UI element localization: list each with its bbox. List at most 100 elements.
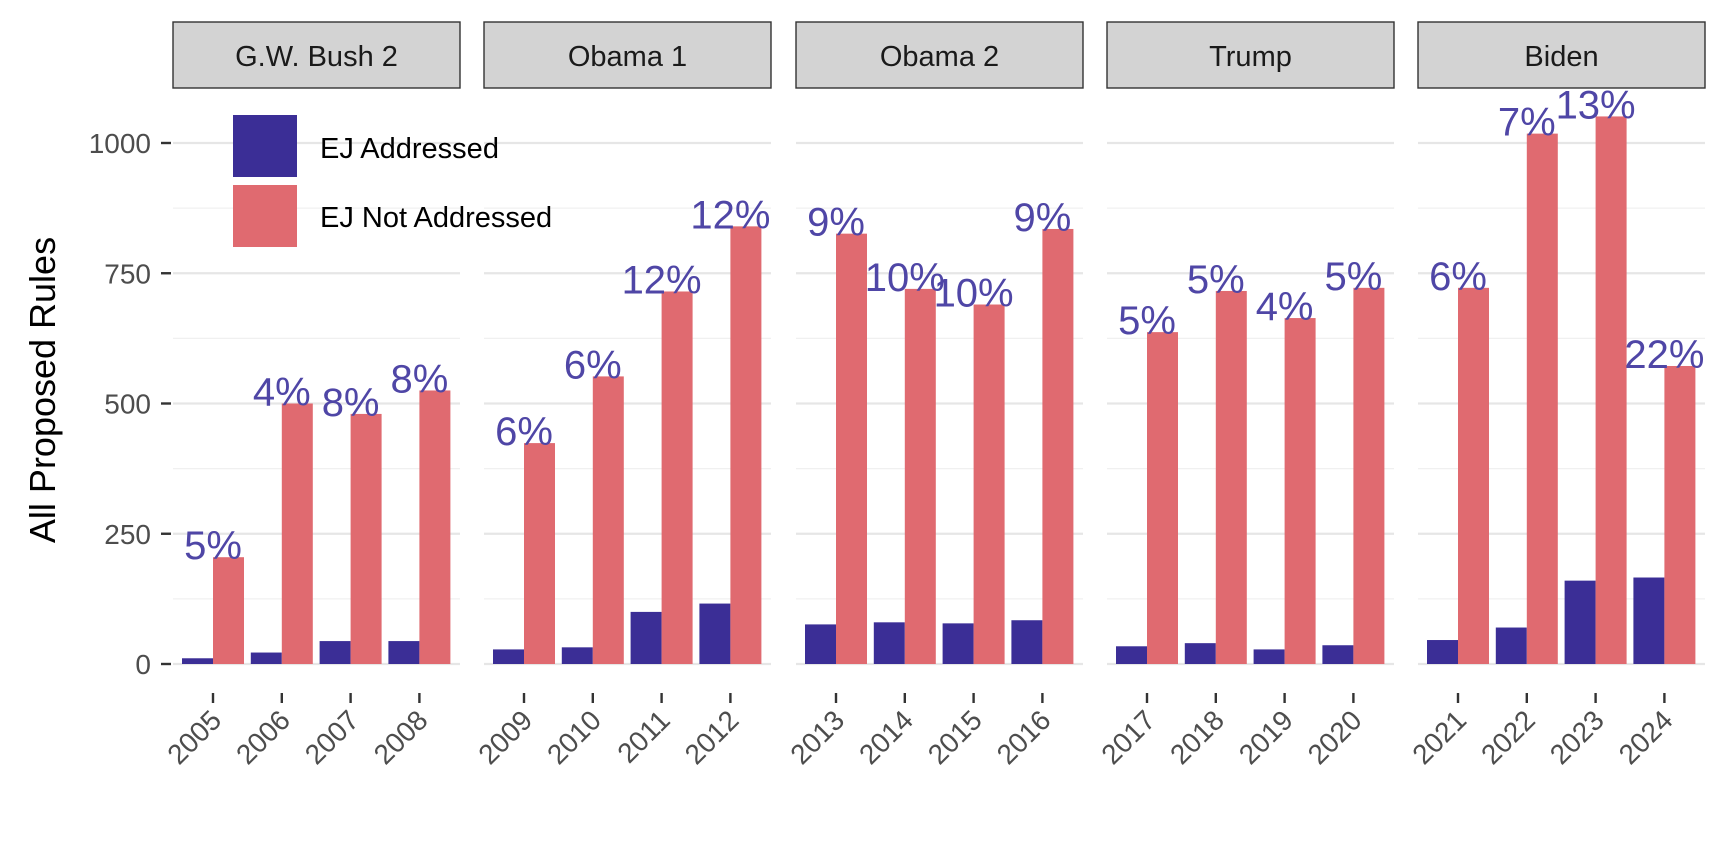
x-tick-label-2007: 2007 — [299, 704, 365, 770]
pct-label-2012: 12% — [690, 193, 770, 237]
bar-ej-addressed-2023 — [1564, 580, 1596, 664]
bar-ej-addressed-2018 — [1184, 643, 1216, 664]
bar-ej-addressed-2012 — [699, 603, 731, 664]
x-tick-label-2011: 2011 — [611, 704, 676, 769]
bar-ej-addressed-2021 — [1427, 640, 1458, 664]
pct-label-2022: 7% — [1498, 101, 1556, 145]
x-tick-label-2023: 2023 — [1544, 704, 1610, 770]
bar-ej-not-addressed-2010 — [592, 376, 624, 664]
x-tick-label-2010: 2010 — [541, 704, 607, 770]
x-tick-label-2018: 2018 — [1164, 704, 1230, 770]
x-tick-label-2005: 2005 — [161, 704, 227, 770]
bar-ej-not-addressed-2013 — [836, 233, 867, 665]
bar-ej-not-addressed-2017 — [1147, 332, 1178, 664]
bar-ej-not-addressed-2024 — [1664, 365, 1696, 664]
x-tick-label-2014: 2014 — [853, 704, 919, 770]
panel-g-w-bush-2: G.W. Bush 2 5% 2005 4% 2006 8% 2007 8% 2008 — [161, 21, 461, 770]
bar-ej-addressed-2019 — [1253, 649, 1285, 664]
pct-label-2021: 6% — [1429, 255, 1487, 299]
bar-ej-not-addressed-2009 — [524, 443, 555, 664]
bar-ej-not-addressed-2019 — [1284, 318, 1316, 664]
pct-label-2013: 9% — [807, 201, 865, 245]
x-tick-label-2006: 2006 — [230, 704, 296, 770]
legend-key-ej-not-addressed — [233, 185, 297, 247]
x-tick-label-2015: 2015 — [922, 704, 988, 770]
bar-ej-not-addressed-2023 — [1595, 116, 1627, 664]
y-tick-label-500: 500 — [104, 389, 151, 420]
x-tick-label-2008: 2008 — [368, 704, 434, 770]
y-axis: 0 250 500 750 1000 — [89, 128, 171, 680]
bar-ej-not-addressed-2006 — [281, 403, 313, 664]
bar-ej-addressed-2007 — [319, 641, 351, 664]
bar-ej-not-addressed-2016 — [1042, 228, 1074, 664]
pct-label-2020: 5% — [1324, 255, 1382, 299]
bar-ej-addressed-2015 — [942, 623, 974, 664]
facet-strip — [172, 21, 461, 89]
bar-ej-not-addressed-2018 — [1215, 290, 1247, 664]
bar-ej-addressed-2024 — [1633, 577, 1665, 664]
legend: EJ Addressed EJ Not Addressed — [233, 115, 552, 247]
y-tick-label-750: 750 — [104, 258, 151, 289]
panel-biden: Biden 6% 2021 7% 2022 13% 2023 22% 2024 — [1406, 21, 1706, 770]
panel-obama-2: Obama 2 9% 2013 10% 2014 10% 2015 9% 2016 — [784, 21, 1084, 770]
pct-label-2009: 6% — [495, 410, 553, 454]
x-tick-label-2019: 2019 — [1233, 704, 1299, 770]
bar-ej-addressed-2011 — [630, 611, 662, 664]
pct-label-2010: 6% — [564, 343, 622, 387]
pct-label-2024: 22% — [1624, 333, 1704, 377]
x-tick-label-2024: 2024 — [1613, 704, 1679, 770]
pct-label-2018: 5% — [1187, 258, 1245, 302]
x-tick-label-2020: 2020 — [1302, 704, 1368, 770]
bar-ej-not-addressed-2021 — [1458, 287, 1489, 664]
x-tick-label-2013: 2013 — [784, 704, 850, 770]
bar-ej-not-addressed-2022 — [1526, 133, 1558, 664]
bar-ej-addressed-2005 — [182, 658, 213, 664]
pct-label-2011: 12% — [622, 258, 702, 302]
legend-key-ej-addressed — [233, 115, 297, 177]
bar-ej-addressed-2016 — [1011, 620, 1043, 664]
legend-label-ej-not-addressed: EJ Not Addressed — [320, 202, 552, 234]
y-tick-label-0: 0 — [135, 649, 151, 680]
x-tick-label-2012: 2012 — [679, 704, 745, 770]
x-tick-label-2009: 2009 — [472, 704, 538, 770]
pct-label-2007: 8% — [322, 381, 380, 425]
pct-label-2016: 9% — [1013, 196, 1071, 240]
bar-ej-addressed-2008 — [388, 641, 420, 664]
pct-label-2006: 4% — [253, 371, 311, 415]
facet-strip-label: G.W. Bush 2 — [235, 41, 398, 73]
bar-ej-not-addressed-2005 — [213, 557, 244, 664]
facet-strip — [1106, 21, 1395, 89]
pct-label-2015: 10% — [934, 272, 1014, 316]
bar-ej-not-addressed-2007 — [350, 413, 382, 664]
bar-ej-addressed-2017 — [1116, 646, 1147, 664]
y-axis-title: All Proposed Rules — [22, 237, 63, 543]
y-tick-label-1000: 1000 — [89, 128, 151, 159]
panel-trump: Trump 5% 2017 5% 2018 4% 2019 5% 2020 — [1095, 21, 1395, 770]
facet-panels: G.W. Bush 2 5% 2005 4% 2006 8% 2007 8% 2008 Obama… — [161, 21, 1706, 770]
x-tick-label-2016: 2016 — [991, 704, 1057, 770]
x-tick-label-2021: 2021 — [1406, 704, 1472, 770]
x-tick-label-2017: 2017 — [1095, 704, 1161, 770]
bar-ej-addressed-2020 — [1322, 645, 1354, 664]
bar-ej-addressed-2010 — [561, 647, 593, 664]
facet-strip-label: Obama 1 — [568, 41, 687, 73]
facet-strip — [795, 21, 1084, 89]
facet-strip-label: Obama 2 — [880, 41, 999, 73]
pct-label-2014: 10% — [865, 256, 945, 300]
facet-strip — [483, 21, 772, 89]
y-tick-label-250: 250 — [104, 519, 151, 550]
facet-strip-label: Trump — [1209, 41, 1292, 73]
bar-ej-addressed-2009 — [493, 649, 524, 664]
bar-ej-addressed-2022 — [1495, 627, 1527, 664]
bar-ej-not-addressed-2020 — [1353, 287, 1385, 664]
bar-ej-not-addressed-2014 — [904, 288, 936, 664]
legend-label-ej-addressed: EJ Addressed — [320, 133, 499, 165]
x-tick-label-2022: 2022 — [1475, 704, 1541, 770]
bar-ej-addressed-2014 — [873, 622, 905, 664]
bar-ej-not-addressed-2015 — [973, 304, 1005, 664]
pct-label-2017: 5% — [1118, 299, 1176, 343]
facet-strip-label: Biden — [1524, 41, 1598, 73]
pct-label-2019: 4% — [1256, 285, 1314, 329]
bar-ej-not-addressed-2011 — [661, 291, 693, 664]
